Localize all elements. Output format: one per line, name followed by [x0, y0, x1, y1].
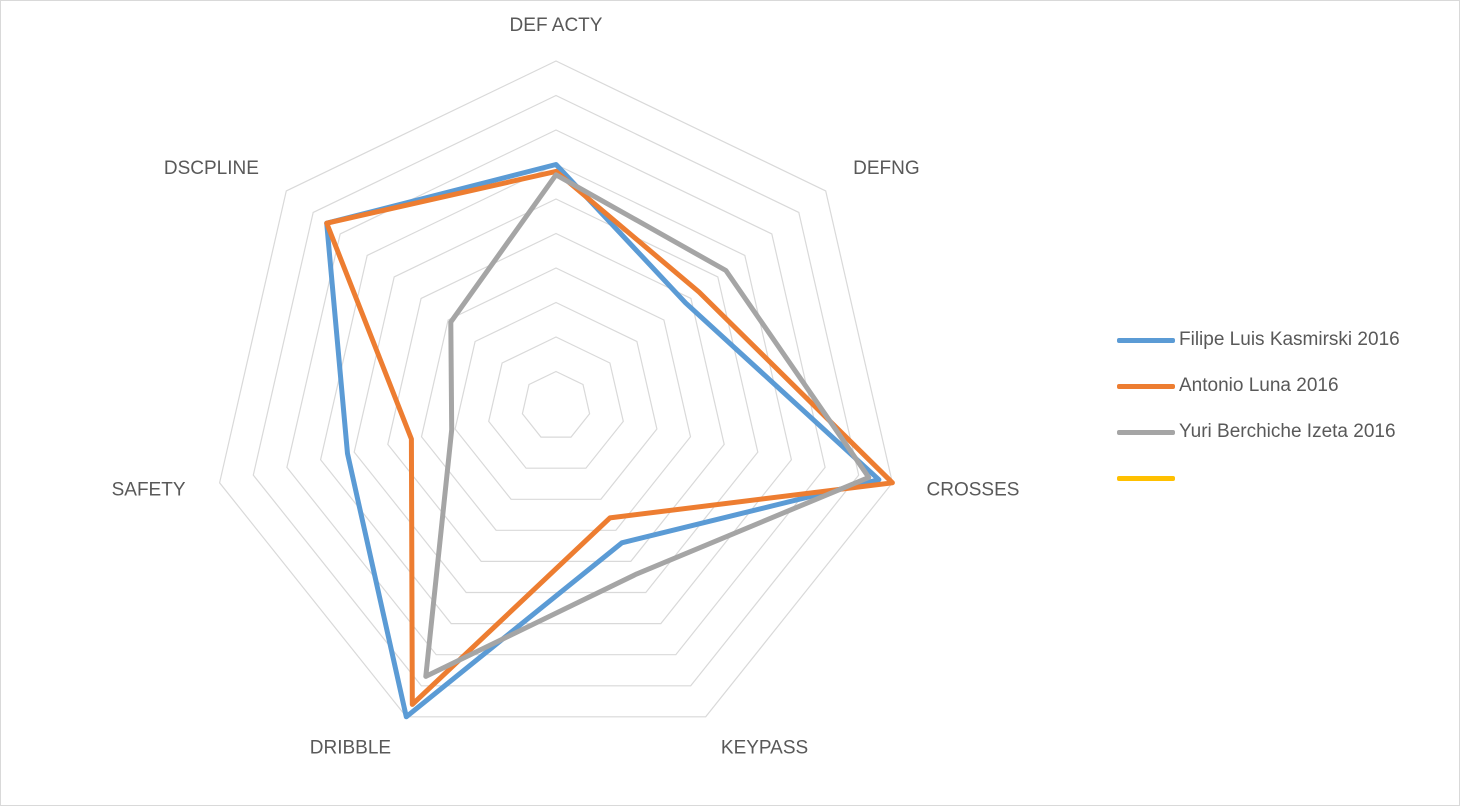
grid-ring: [387, 232, 725, 563]
axis-label: KEYPASS: [721, 737, 808, 758]
legend-swatch: [1117, 429, 1175, 435]
series-line-1: [324, 168, 895, 707]
grid-ring: [353, 198, 759, 594]
legend: Filipe Luis Kasmirski 2016 Antonio Luna …: [1117, 317, 1457, 501]
legend-swatch: [1117, 337, 1175, 343]
grid-ring: [454, 301, 658, 500]
series-line-2: [423, 172, 872, 679]
series-lines: [324, 162, 895, 720]
legend-item: Filipe Luis Kasmirski 2016: [1117, 317, 1457, 363]
grid-ring: [252, 94, 860, 687]
axis-label: SAFETY: [112, 480, 186, 501]
legend-item: Yuri Berchiche Izeta 2016: [1117, 409, 1457, 455]
legend-swatch: [1117, 383, 1175, 389]
legend-label: Yuri Berchiche Izeta 2016: [1179, 421, 1396, 442]
legend-label: Antonio Luna 2016: [1179, 375, 1339, 396]
axis-label: DEF ACTY: [510, 15, 603, 36]
legend-item: Antonio Luna 2016: [1117, 363, 1457, 409]
axis-label: CROSSES: [927, 480, 1020, 501]
series-line-0: [324, 162, 882, 720]
grid-ring: [420, 267, 692, 531]
grid-ring: [319, 163, 793, 625]
grid-ring: [218, 60, 894, 718]
axis-label: DSCPLINE: [164, 158, 259, 179]
legend-swatch: [1117, 475, 1175, 481]
grid-ring: [488, 336, 624, 469]
axis-label: DEFNG: [853, 158, 920, 179]
legend-item: [1117, 455, 1457, 501]
grid-ring: [521, 370, 591, 438]
axis-label: DRIBBLE: [310, 737, 391, 758]
radar-grid: [218, 60, 894, 718]
legend-label: Filipe Luis Kasmirski 2016: [1179, 329, 1400, 350]
axis-labels: DEF ACTY DEFNG CROSSES KEYPASS DRIBBLE SAFETY…: [112, 15, 1020, 758]
